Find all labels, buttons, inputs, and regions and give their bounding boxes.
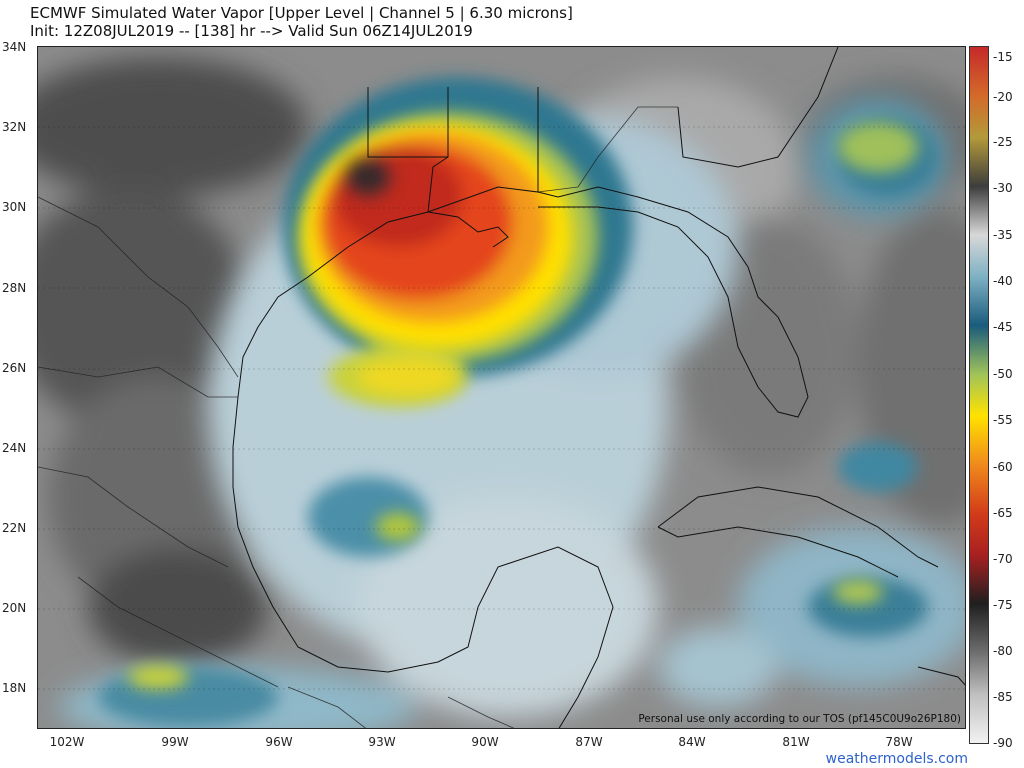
colorbar-tick: -75 (993, 598, 1013, 612)
lon-label: 90W (471, 735, 499, 749)
map-canvas (38, 47, 965, 728)
colorbar-tick: -85 (993, 690, 1013, 704)
lon-label: 78W (885, 735, 913, 749)
state-borders (38, 106, 678, 728)
lon-label: 81W (782, 735, 810, 749)
lat-label: 30N (2, 200, 27, 214)
colorbar-tick: -80 (993, 644, 1013, 658)
site-credit: weathermodels.com (825, 751, 968, 767)
colorbar-tick: -20 (993, 90, 1013, 104)
colorbar (969, 46, 989, 744)
colorbar-tick: -90 (993, 736, 1013, 750)
coastlines (232, 47, 965, 728)
colorbar-tick: -40 (993, 274, 1013, 288)
lat-label: 32N (2, 120, 27, 134)
water-vapor-map: Personal use only according to our TOS (… (37, 46, 966, 729)
colorbar-tick: -35 (993, 228, 1013, 242)
colorbar-tick: -25 (993, 135, 1013, 149)
storm-core (318, 132, 548, 322)
map-title: ECMWF Simulated Water Vapor [Upper Level… (30, 4, 573, 22)
colorbar-tick: -50 (993, 367, 1013, 381)
lon-label: 84W (678, 735, 706, 749)
lon-label: 93W (368, 735, 396, 749)
colorbar-tick: -55 (993, 413, 1013, 427)
lat-label: 20N (2, 601, 27, 615)
lat-label: 24N (2, 441, 27, 455)
colorbar-tick: -60 (993, 460, 1013, 474)
lon-label: 102W (49, 735, 85, 749)
usage-notice: Personal use only according to our TOS (… (638, 713, 961, 725)
lat-label: 26N (2, 361, 27, 375)
colorbar-tick: -15 (993, 50, 1013, 64)
colorbar-tick: -45 (993, 320, 1013, 334)
colorbar-tick: -65 (993, 506, 1013, 520)
colorbar-tick: -30 (993, 181, 1013, 195)
lon-label: 87W (575, 735, 603, 749)
lon-label: 99W (161, 735, 189, 749)
lat-label: 22N (2, 521, 27, 535)
map-subtitle: Init: 12Z08JUL2019 -- [138] hr --> Valid… (30, 22, 473, 40)
lat-label: 18N (2, 681, 27, 695)
lon-label: 96W (265, 735, 293, 749)
colorbar-tick: -70 (993, 552, 1013, 566)
lat-label: 34N (2, 40, 27, 54)
lat-label: 28N (2, 281, 27, 295)
